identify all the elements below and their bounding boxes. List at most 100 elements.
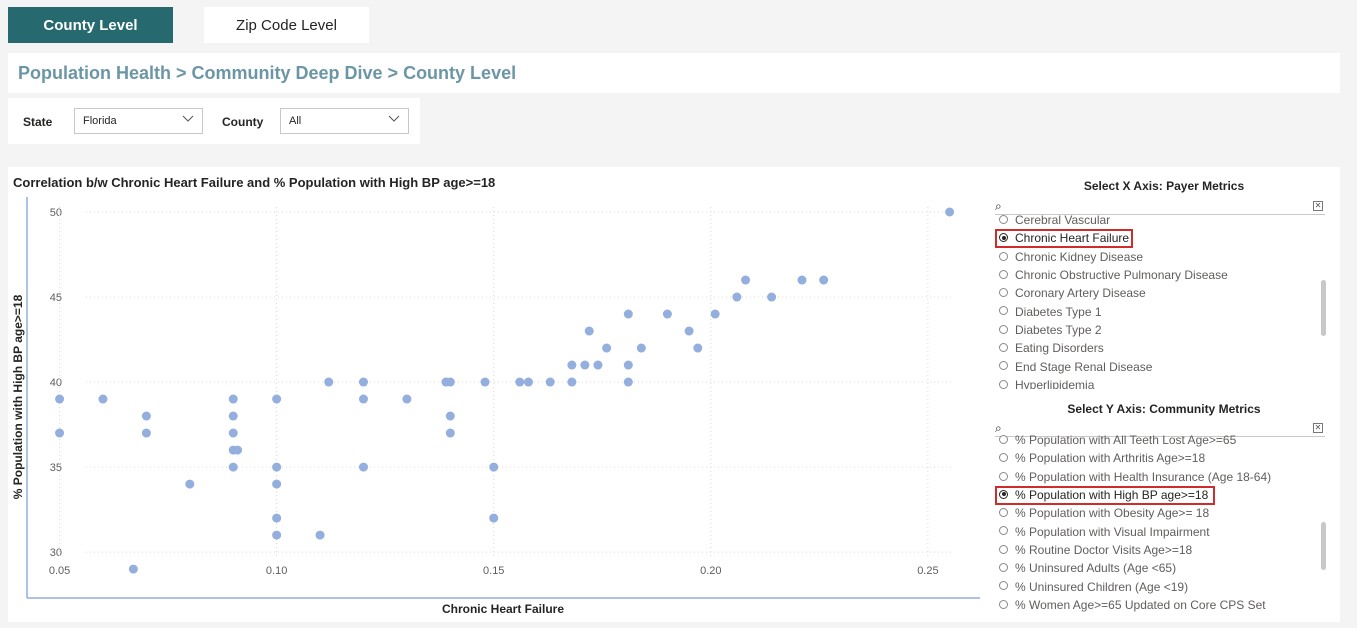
data-point[interactable] [819, 275, 829, 285]
x-slicer-option[interactable]: Chronic Kidney Disease [995, 248, 1325, 266]
radio-icon[interactable] [999, 361, 1008, 371]
data-point[interactable] [684, 326, 694, 336]
clear-selection-icon[interactable]: ✕ [1313, 201, 1323, 211]
data-point[interactable] [402, 394, 412, 404]
data-point[interactable] [602, 343, 612, 353]
data-point[interactable] [272, 530, 282, 540]
radio-icon[interactable] [999, 544, 1008, 554]
data-point[interactable] [945, 207, 955, 217]
search-icon[interactable]: ⌕ [995, 199, 1002, 213]
radio-icon[interactable] [999, 343, 1008, 353]
data-point[interactable] [489, 462, 499, 472]
data-point[interactable] [636, 343, 646, 353]
data-point[interactable] [128, 564, 138, 574]
data-point[interactable] [141, 428, 151, 438]
radio-icon[interactable] [999, 288, 1008, 298]
radio-icon[interactable] [999, 215, 1008, 224]
y-slicer-option[interactable]: % Uninsured Children (Age <19) [995, 577, 1325, 595]
data-point[interactable] [480, 377, 490, 387]
data-point[interactable] [55, 428, 65, 438]
data-point[interactable] [623, 309, 633, 319]
data-point[interactable] [185, 479, 195, 489]
search-icon[interactable]: ⌕ [995, 421, 1002, 435]
data-point[interactable] [593, 360, 603, 370]
y-slicer-option[interactable]: % Population with High BP age>=18 [995, 485, 1325, 505]
data-point[interactable] [567, 377, 577, 387]
data-point[interactable] [228, 428, 238, 438]
x-slicer-option[interactable]: Hyperlipidemia [995, 376, 1325, 389]
radio-icon[interactable] [999, 471, 1008, 481]
y-slicer-option[interactable]: % Population with Health Insurance (Age … [995, 468, 1325, 486]
data-point[interactable] [315, 530, 325, 540]
radio-icon[interactable] [999, 526, 1008, 536]
data-point[interactable] [623, 360, 633, 370]
y-slicer-option[interactable]: % Population with Obesity Age>= 18 [995, 504, 1325, 522]
radio-icon[interactable] [999, 599, 1008, 609]
data-point[interactable] [567, 360, 577, 370]
radio-icon[interactable] [999, 489, 1008, 499]
radio-icon[interactable] [999, 251, 1008, 261]
data-point[interactable] [741, 275, 751, 285]
data-point[interactable] [767, 292, 777, 302]
y-slicer-option[interactable]: % Uninsured Adults (Age <65) [995, 559, 1325, 577]
y-slicer-option[interactable]: % Population with Arthritis Age>=18 [995, 449, 1325, 467]
radio-icon[interactable] [999, 306, 1008, 316]
x-slicer-option[interactable]: Eating Disorders [995, 339, 1325, 357]
radio-icon[interactable] [999, 581, 1008, 591]
data-point[interactable] [55, 394, 65, 404]
data-point[interactable] [98, 394, 108, 404]
radio-icon[interactable] [999, 379, 1008, 389]
y-slicer-option[interactable]: % Women Age>=65 Updated on Core CPS Set [995, 596, 1325, 614]
data-point[interactable] [445, 377, 455, 387]
data-point[interactable] [623, 377, 633, 387]
data-point[interactable] [515, 377, 525, 387]
data-point[interactable] [358, 377, 368, 387]
radio-icon[interactable] [999, 508, 1008, 518]
radio-icon[interactable] [999, 324, 1008, 334]
data-point[interactable] [445, 411, 455, 421]
x-slicer-option[interactable]: Cerebral Vascular [995, 211, 1325, 229]
data-point[interactable] [710, 309, 720, 319]
data-point[interactable] [797, 275, 807, 285]
y-slicer-search[interactable]: ⌕ ✕ [995, 421, 1325, 437]
radio-icon[interactable] [999, 233, 1008, 243]
y-slicer-option[interactable]: % Routine Doctor Visits Age>=18 [995, 541, 1325, 559]
x-slicer-option[interactable]: Chronic Heart Failure [995, 229, 1325, 249]
data-point[interactable] [693, 343, 703, 353]
data-point[interactable] [545, 377, 555, 387]
state-dropdown[interactable]: Florida [74, 108, 203, 134]
data-point[interactable] [358, 394, 368, 404]
y-slicer-option[interactable]: % Population with Visual Impairment [995, 522, 1325, 540]
data-point[interactable] [272, 394, 282, 404]
data-point[interactable] [489, 513, 499, 523]
radio-icon[interactable] [999, 563, 1008, 573]
data-point[interactable] [662, 309, 672, 319]
data-point[interactable] [445, 428, 455, 438]
radio-icon[interactable] [999, 453, 1008, 463]
x-slicer-search[interactable]: ⌕ ✕ [995, 199, 1325, 215]
data-point[interactable] [233, 445, 243, 455]
data-point[interactable] [523, 377, 533, 387]
x-slicer-option[interactable]: End Stage Renal Disease [995, 357, 1325, 375]
x-slicer-scrollbar[interactable] [1321, 280, 1326, 336]
tab-zip-code-level[interactable]: Zip Code Level [204, 7, 369, 43]
y-slicer-scrollbar[interactable] [1321, 522, 1326, 570]
data-point[interactable] [272, 462, 282, 472]
radio-icon[interactable] [999, 269, 1008, 279]
data-point[interactable] [580, 360, 590, 370]
data-point[interactable] [732, 292, 742, 302]
clear-selection-icon[interactable]: ✕ [1313, 423, 1323, 433]
x-slicer-option[interactable]: Diabetes Type 1 [995, 302, 1325, 320]
data-point[interactable] [228, 462, 238, 472]
data-point[interactable] [141, 411, 151, 421]
data-point[interactable] [272, 479, 282, 489]
radio-icon[interactable] [999, 435, 1008, 444]
data-point[interactable] [228, 411, 238, 421]
tab-county-level[interactable]: County Level [8, 7, 173, 43]
data-point[interactable] [228, 394, 238, 404]
y-slicer-option[interactable]: % Population with All Teeth Lost Age>=65 [995, 431, 1325, 449]
scatter-chart[interactable]: 30 35 40 45 50 0.05 0.10 0.15 0.20 0.25 Chronic He… [8, 167, 988, 622]
data-point[interactable] [324, 377, 334, 387]
county-dropdown[interactable]: All [280, 108, 409, 134]
x-slicer-option[interactable]: Coronary Artery Disease [995, 284, 1325, 302]
